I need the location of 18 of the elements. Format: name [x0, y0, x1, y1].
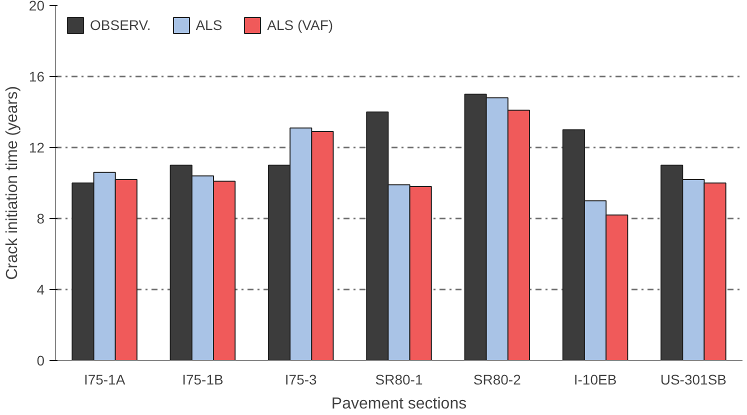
x-tick-label: I75-1A — [84, 372, 126, 388]
y-tick-label: 12 — [28, 140, 45, 156]
y-tick-label: 20 — [28, 0, 45, 14]
legend-label: ALS — [196, 17, 222, 33]
x-tick-label: I-10EB — [574, 372, 617, 388]
x-tick-label: SR80-1 — [375, 372, 423, 388]
legend-label: ALS (VAF) — [267, 17, 334, 33]
legend-label: OBSERV. — [90, 17, 151, 33]
y-axis-title: Crack initiation time (years) — [4, 86, 21, 280]
y-tick-label: 16 — [28, 68, 45, 84]
y-tick-label: 8 — [36, 210, 45, 226]
x-tick-label: US-301SB — [660, 372, 727, 388]
y-tick-label: 0 — [36, 352, 45, 368]
x-tick-label: SR80-2 — [473, 372, 522, 388]
y-tick-label: 4 — [36, 282, 45, 298]
x-axis-title: Pavement sections — [331, 396, 467, 412]
x-tick-label: I75-1B — [182, 372, 224, 388]
x-tick-label: I75-3 — [284, 372, 318, 388]
